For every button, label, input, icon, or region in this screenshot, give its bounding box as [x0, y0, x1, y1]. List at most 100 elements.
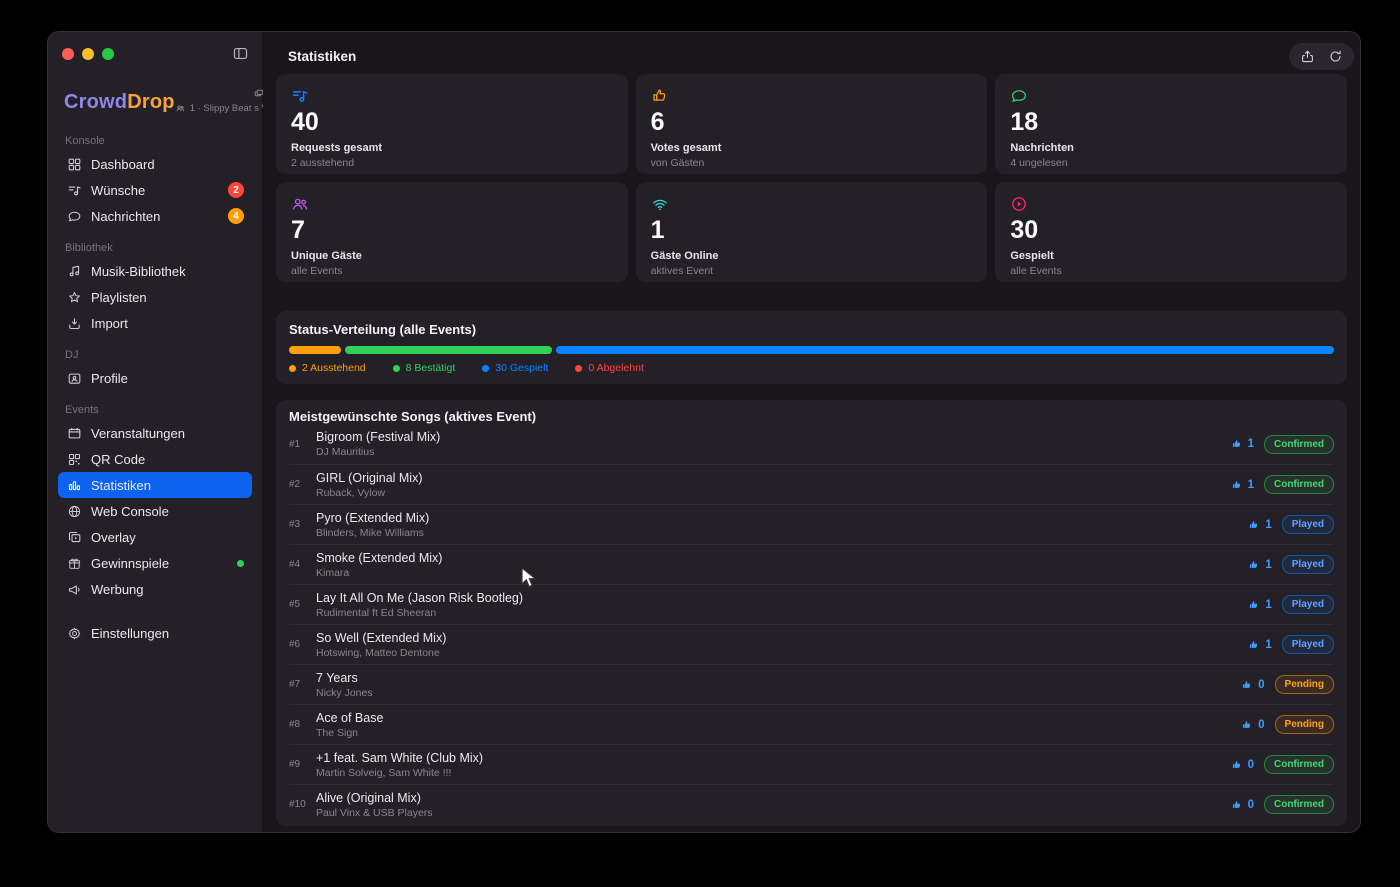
main-area: Statistiken 40 Requests gesamt 2 aussteh…: [263, 32, 1360, 832]
status-badge: Confirmed: [1264, 475, 1334, 494]
song-row: #5 Lay It All On Me (Jason Risk Bootleg)…: [289, 584, 1334, 624]
sidebar-item-web-console[interactable]: Web Console: [58, 498, 252, 524]
nav-section-konsole: Konsole: [65, 135, 105, 147]
sidebar-item-label: Veranstaltungen: [91, 425, 185, 441]
song-row: #1 Bigroom (Festival Mix) DJ Mauritius 1…: [289, 424, 1334, 464]
thumbs-up-icon: [1250, 600, 1258, 608]
nav-section-dj: DJ: [65, 349, 79, 361]
vote-count: 1: [1231, 479, 1254, 491]
stat-card-gespielt: 30 Gespielt alle Events: [995, 182, 1347, 282]
status-distribution-panel: Status-Verteilung (alle Events) 2 Ausste…: [276, 311, 1347, 384]
wifi-icon: [651, 195, 973, 213]
sidebar-item-overlay[interactable]: Overlay: [58, 524, 252, 550]
stat-cards: 40 Requests gesamt 2 ausstehend 6 Votes …: [276, 74, 1347, 282]
gear-icon: [66, 626, 82, 641]
status-badge: Played: [1281, 555, 1334, 574]
logo-block: CrowdDrop 1 · Slippy Beat s V…: [58, 62, 278, 114]
song-row-right: 0 Pending: [1241, 675, 1334, 694]
stat-card-requests: 40 Requests gesamt 2 ausstehend: [276, 74, 628, 174]
sidebar-item-label: Overlay: [91, 529, 136, 545]
sidebar-item-werbung[interactable]: Werbung: [58, 576, 252, 602]
song-artist: Hotswing, Matteo Dentone: [316, 646, 440, 659]
stat-sub: 2 ausstehend: [291, 156, 355, 169]
stat-sub: alle Events: [291, 264, 343, 277]
stat-label: Votes gesamt: [650, 141, 722, 154]
sidebar-item-dashboard[interactable]: Dashboard: [58, 151, 252, 177]
song-title: Lay It All On Me (Jason Risk Bootleg): [316, 590, 524, 605]
song-meta: Bigroom (Festival Mix) DJ Mauritius: [316, 430, 440, 458]
song-meta: Pyro (Extended Mix) Blinders, Mike Willi…: [316, 511, 429, 539]
sidebar-item-label: Werbung: [91, 581, 144, 597]
sidebar-item-profile[interactable]: Profile: [58, 365, 252, 391]
song-artist: DJ Mauritius: [316, 446, 375, 458]
legend-dot: [575, 364, 583, 372]
status-bar: [289, 346, 1334, 354]
chat-bubble-icon: [1010, 87, 1332, 105]
song-row-right: 0 Pending: [1241, 715, 1334, 734]
sidebar-item-label: Profile: [91, 370, 128, 386]
sidebar-item-nachrichten[interactable]: Nachrichten 4: [58, 203, 252, 229]
titlebar: [58, 45, 252, 62]
song-row-right: 0 Confirmed: [1231, 795, 1334, 814]
close-button[interactable]: [62, 47, 74, 60]
sidebar-item-qr-code[interactable]: QR Code: [58, 446, 252, 472]
stat-value: 1: [650, 216, 665, 244]
main-header: Statistiken: [263, 32, 1360, 72]
music-request-icon: [291, 87, 613, 105]
sidebar-item-einstellungen[interactable]: Einstellungen: [58, 620, 252, 646]
vote-count: 0: [1241, 719, 1265, 731]
song-row-right: 1 Confirmed: [1231, 434, 1334, 454]
song-artist: The Sign: [316, 726, 359, 739]
stat-label: Requests gesamt: [291, 141, 383, 154]
stat-card-nachrichten: 18 Nachrichten 4 ungelesen: [995, 74, 1347, 174]
legend-label: 2 Ausstehend: [302, 362, 366, 374]
calendar-icon: [66, 426, 82, 441]
megaphone-icon: [66, 582, 82, 597]
vote-number: 1: [1247, 438, 1254, 450]
vote-count: 1: [1248, 599, 1272, 611]
share-button[interactable]: [1300, 49, 1315, 64]
legend-dot: [289, 364, 296, 372]
legend-item: 8 Bestätigt: [392, 362, 455, 374]
status-legend: 2 Ausstehend 8 Bestätigt 30 Gespielt 0 A…: [289, 362, 1334, 374]
thumbs-up-icon: [1243, 720, 1251, 728]
refresh-icon: [1330, 50, 1341, 62]
song-title: Alive (Original Mix): [316, 790, 421, 805]
play-circle-icon: [1010, 195, 1332, 213]
sidebar-nav: Konsole Dashboard Wünsche 2 Nachrichten …: [58, 122, 252, 646]
stat-label: Unique Gäste: [291, 249, 362, 262]
thumbs-up-icon: [1250, 520, 1258, 528]
zoom-button[interactable]: [102, 47, 114, 60]
song-rank: #2: [289, 479, 301, 490]
stat-value: 7: [291, 216, 305, 244]
sidebar-item-label: Nachrichten: [91, 208, 161, 224]
top-songs-panel: Meistgewünschte Songs (aktives Event) #1…: [276, 400, 1347, 826]
stat-label: Gespielt: [1010, 249, 1054, 262]
legend-item: 30 Gespielt: [482, 362, 548, 374]
refresh-button[interactable]: [1328, 49, 1343, 64]
globe-icon: [66, 504, 82, 519]
song-meta: Lay It All On Me (Jason Risk Bootleg) Ru…: [316, 591, 523, 619]
minimize-button[interactable]: [82, 47, 94, 60]
bar-segment-ausstehend: [289, 346, 341, 354]
sidebar-item-veranstaltungen[interactable]: Veranstaltungen: [58, 420, 252, 446]
song-meta: GIRL (Original Mix) Ruback, Vylow: [316, 471, 423, 499]
sidebar-item-wuensche[interactable]: Wünsche 2: [58, 177, 252, 203]
song-row-right: 1 Played: [1248, 635, 1334, 654]
sidebar-item-import[interactable]: Import: [58, 310, 252, 336]
vote-count: 0: [1231, 759, 1254, 771]
dashboard-grid-icon: [66, 157, 82, 172]
vote-number: 0: [1247, 758, 1254, 771]
sidebar-toggle-icon[interactable]: [232, 45, 249, 62]
thumbs-up-icon: [1232, 800, 1240, 808]
song-title: 7 Years: [316, 670, 358, 685]
top-songs-title: Meistgewünschte Songs (aktives Event): [289, 409, 537, 424]
sidebar-item-gewinnspiele[interactable]: Gewinnspiele: [58, 550, 252, 576]
stat-sub: alle Events: [1010, 264, 1062, 277]
header-actions: [1289, 42, 1354, 70]
sidebar-item-musik-bibliothek[interactable]: Musik-Bibliothek: [58, 258, 252, 284]
sidebar-item-playlisten[interactable]: Playlisten: [58, 284, 252, 310]
sidebar-item-statistiken[interactable]: Statistiken: [58, 472, 252, 498]
app-logo: CrowdDrop: [64, 91, 175, 113]
thumbs-up-icon: [1232, 440, 1240, 447]
